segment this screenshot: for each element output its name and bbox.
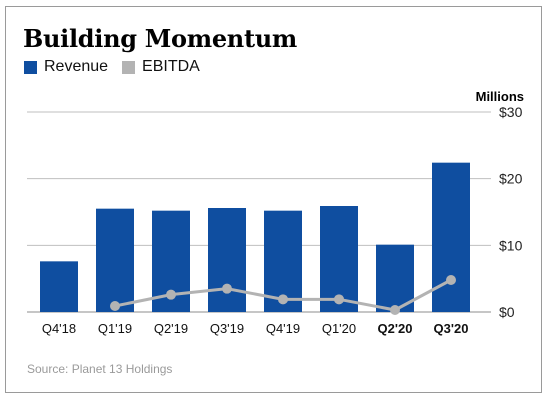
x-tick-label: Q4'18 xyxy=(42,321,76,336)
y-axis-unit-label: Millions xyxy=(476,89,524,104)
x-tick-label: Q3'20 xyxy=(434,321,469,336)
legend: Revenue EBITDA xyxy=(24,58,214,76)
y-tick-label: $20 xyxy=(499,171,523,187)
revenue-bar-Q3'19 xyxy=(208,208,246,312)
legend-item-ebitda: EBITDA xyxy=(122,58,200,76)
revenue-bar-Q1'19 xyxy=(96,208,134,312)
ebitda-point-Q4'19 xyxy=(278,294,288,305)
ebitda-point-Q2'19 xyxy=(166,289,176,300)
ebitda-point-Q3'20 xyxy=(446,275,456,285)
y-tick-label: $10 xyxy=(499,237,523,253)
y-tick-label: $0 xyxy=(499,304,515,320)
ebitda-point-Q1'19 xyxy=(110,301,120,311)
source-note: Source: Planet 13 Holdings xyxy=(27,362,173,376)
revenue-bar-Q4'18 xyxy=(40,261,78,312)
legend-item-revenue: Revenue xyxy=(24,58,108,76)
chart-title: Building Momentum xyxy=(23,24,297,53)
x-tick-label: Q4'19 xyxy=(266,321,300,336)
y-tick-label: $30 xyxy=(499,104,523,120)
ebitda-point-Q1'20 xyxy=(334,294,344,305)
legend-label-ebitda: EBITDA xyxy=(142,58,200,75)
legend-swatch-ebitda xyxy=(122,60,136,74)
x-tick-label: Q2'20 xyxy=(378,321,413,336)
revenue-bar-Q2'20 xyxy=(376,244,414,312)
x-tick-label: Q2'19 xyxy=(154,321,188,336)
x-tick-label: Q1'20 xyxy=(322,321,356,336)
ebitda-point-Q3'19 xyxy=(222,283,232,294)
legend-swatch-revenue xyxy=(24,60,37,74)
legend-label-revenue: Revenue xyxy=(44,58,109,75)
x-tick-label: Q3'19 xyxy=(210,321,244,336)
x-tick-label: Q1'19 xyxy=(98,321,132,336)
revenue-bar-Q3'20 xyxy=(432,162,470,312)
ebitda-point-Q2'20 xyxy=(390,305,400,315)
